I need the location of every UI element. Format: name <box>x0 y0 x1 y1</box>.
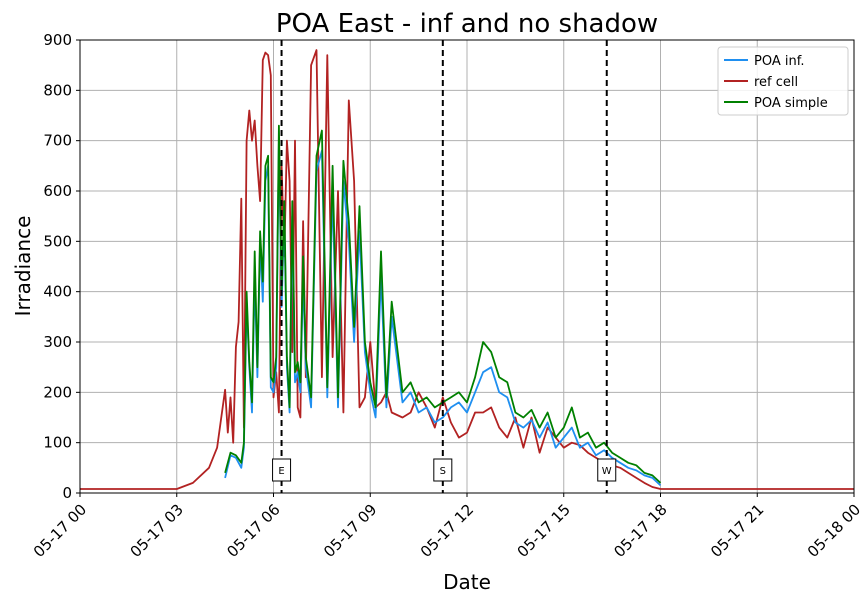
chart-title: POA East - inf and no shadow <box>276 9 658 39</box>
y-tick-label: 400 <box>43 283 72 301</box>
y-tick-label: 900 <box>43 31 72 49</box>
marker-label: E <box>278 466 284 477</box>
y-tick-label: 700 <box>43 132 72 150</box>
x-tick-label: 05-17 18 <box>610 501 670 561</box>
x-tick-label: 05-17 12 <box>417 501 477 561</box>
y-axis-title: Irradiance <box>11 216 35 317</box>
x-tick-label: 05-17 21 <box>707 501 767 561</box>
y-tick-label: 200 <box>43 383 72 401</box>
legend-entry: POA simple <box>754 96 828 111</box>
marker-box <box>272 458 292 482</box>
x-tick-label: 05-18 00 <box>804 501 864 561</box>
marker-box <box>433 458 453 482</box>
x-tick-label: 05-17 09 <box>320 501 380 561</box>
x-tick-label: 05-17 15 <box>514 501 574 561</box>
legend-entry: ref cell <box>754 75 798 90</box>
series-line-ref-cell <box>80 49 854 490</box>
legend-box <box>717 46 849 116</box>
x-axis-title: Date <box>443 570 491 594</box>
x-tick-label: 05-17 03 <box>127 501 187 561</box>
marker-box <box>597 458 617 482</box>
series-line-poa-inf <box>224 139 662 487</box>
y-tick-label: 600 <box>43 182 72 200</box>
x-axis: 05-17 00 05-17 03 05-17 06 05-17 09 05-17 12… <box>30 493 864 561</box>
y-tick-label: 300 <box>43 333 72 351</box>
x-tick-label: 05-17 06 <box>223 501 283 561</box>
y-tick-label: 0 <box>62 484 72 502</box>
series-layer <box>80 49 854 490</box>
y-axis: 0 100 200 300 400 500 600 700 800 900 <box>43 31 80 502</box>
legend: POA inf. ref cell POA simple <box>717 46 849 116</box>
x-tick-label: 05-17 00 <box>30 501 90 561</box>
legend-entry: POA inf. <box>754 54 804 69</box>
series-line-poa-simple <box>224 124 662 484</box>
y-tick-label: 100 <box>43 434 72 452</box>
marker-label: W <box>602 466 612 477</box>
y-tick-label: 500 <box>43 232 72 250</box>
marker-label: S <box>440 466 446 477</box>
y-tick-label: 800 <box>43 81 72 99</box>
